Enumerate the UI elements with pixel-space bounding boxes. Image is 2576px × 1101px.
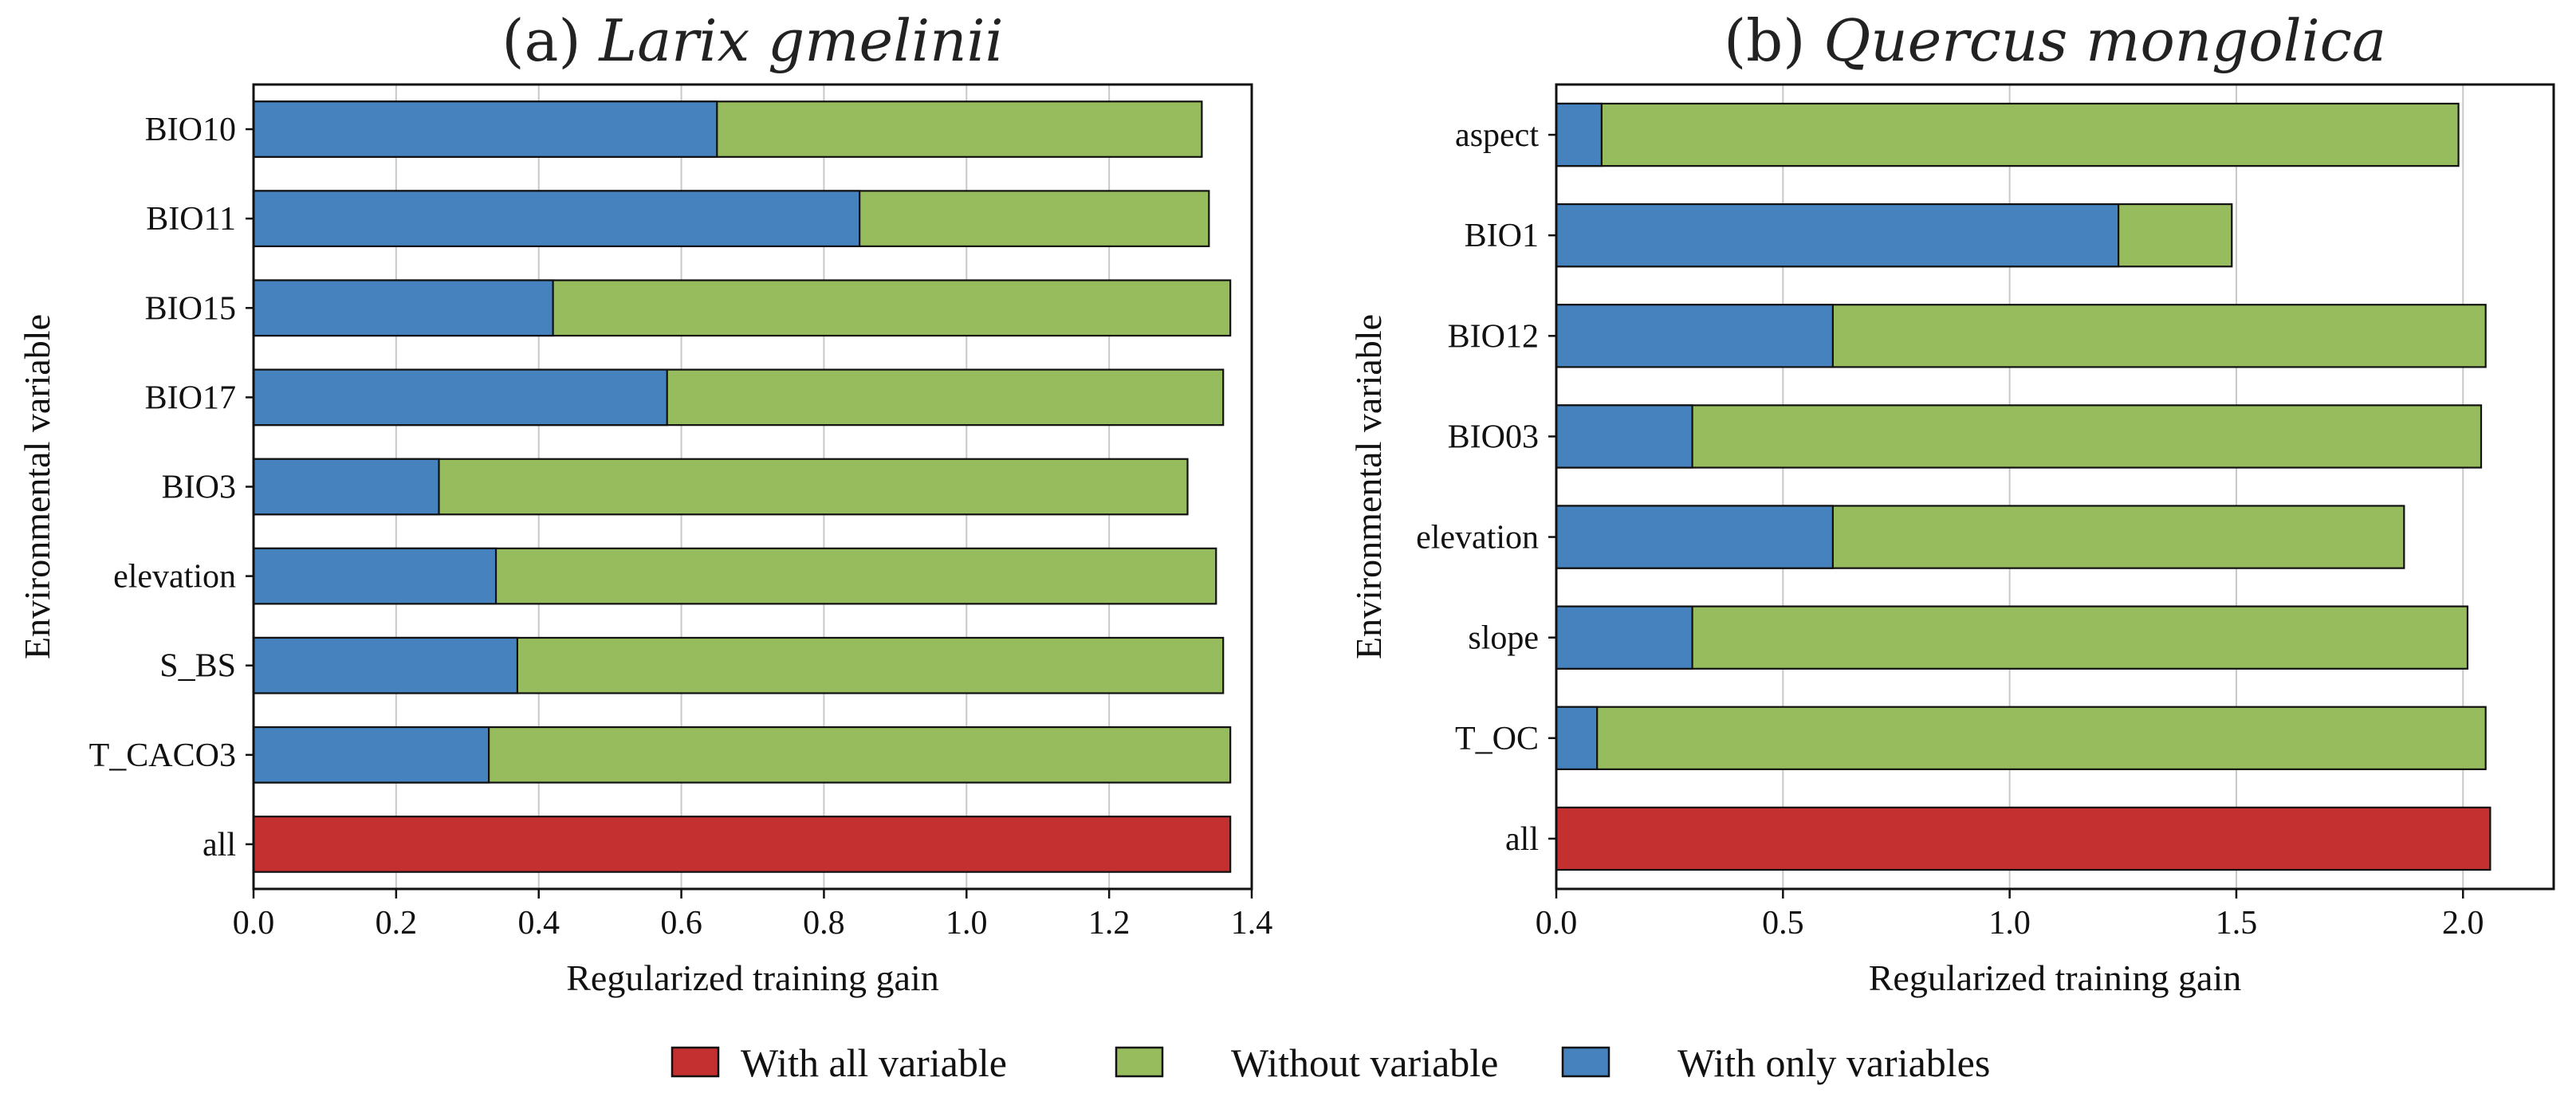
panel-b-ytick-label-aspect: aspect: [1455, 117, 1539, 154]
panel-a-y-tick-labels: BIO10 BIO11 BIO15 BIO17 BIO3 elevation S_BS T_C…: [89, 112, 254, 863]
panel-a-ytick-label-s-bs: S_BS: [159, 648, 236, 685]
panel-a-xtick-label-5: 1.0: [946, 905, 988, 942]
panel-b-xtick-label-1: 0.5: [1762, 905, 1804, 942]
panel-b-quercus-mongolica: (b) Quercus mongolica aspect BIO1 BIO12 BIO…: [1348, 7, 2555, 998]
panel-b-bar-only-slope: [1555, 605, 1693, 670]
panel-b-title: (b) Quercus mongolica: [1724, 7, 2386, 74]
panel-a-title-prefix: (a): [501, 7, 599, 74]
panel-b-ytick-label-slope: slope: [1468, 620, 1539, 657]
panel-a-ytick-label-bio11: BIO11: [146, 201, 236, 238]
panel-b-title-prefix: (b): [1724, 7, 1823, 74]
panel-a-xtick-label-6: 1.2: [1088, 905, 1131, 942]
panel-b-x-ticks: 0.0 0.5 1.0 1.5 2.0: [1536, 889, 2484, 942]
legend-label-with-all-variable: With all variable: [741, 1040, 1007, 1085]
panel-a-bar-only-bio15: [252, 279, 554, 337]
panel-a-bar-only-s-bs: [252, 636, 518, 694]
panel-b-ytick-label-t-oc: T_OC: [1455, 721, 1539, 757]
panel-b-y-tick-labels: aspect BIO1 BIO12 BIO03 elevation slope T_OCal…: [1416, 117, 1556, 858]
panel-b-bar-only-bio1: [1555, 203, 2120, 268]
panel-b-xtick-label-2: 1.0: [1988, 905, 2031, 942]
panel-a-ytick-label-t-caco3: T_CACO3: [89, 737, 236, 774]
panel-a-title: (a) Larix gmelinii: [501, 7, 1003, 74]
panel-a-y-axis-label: Environmental variable: [17, 314, 57, 659]
panel-a-ytick-label-bio10: BIO10: [145, 112, 236, 148]
panel-a-bar-only-bio17: [252, 368, 668, 427]
panel-a-bar-all-all: [252, 816, 1232, 873]
legend-swatch-without-variable: [1115, 1046, 1164, 1078]
panel-b-bar-only-elevation: [1555, 505, 1834, 569]
panel-b-ytick-label-all: all: [1505, 821, 1539, 858]
panel-a-larix-gmelinii: (a) Larix gmelinii BIO10BIO11BIO15BIO17B…: [17, 7, 1272, 998]
panel-b-bar-all-all: [1555, 806, 2491, 871]
panel-b-bar-only-bio12: [1555, 304, 1834, 368]
panel-b-title-species: Quercus mongolica: [1823, 7, 2386, 74]
panel-b-xtick-label-3: 1.5: [2216, 905, 2258, 942]
panel-b-xtick-label-0: 0.0: [1536, 905, 1578, 942]
panel-b-bars: [1555, 102, 2491, 871]
panel-a-ytick-label-elevation: elevation: [113, 559, 236, 596]
panel-a-ytick-label-bio15: BIO15: [145, 290, 236, 327]
panel-a-ytick-label-bio3: BIO3: [162, 470, 236, 506]
panel-b-bar-without-bio03: [1555, 404, 2483, 469]
panel-b-bar-without-slope: [1555, 605, 2469, 670]
panel-a-xtick-label-2: 0.4: [517, 905, 560, 942]
panel-b-bar-only-aspect: [1555, 102, 1603, 167]
panel-a-bar-only-bio11: [252, 190, 861, 248]
legend-swatch-with-all-variable: [671, 1046, 720, 1078]
panel-a-ytick-label-bio17: BIO17: [145, 379, 236, 416]
panel-a-xtick-label-3: 0.6: [660, 905, 702, 942]
panel-a-title-species: Larix gmelinii: [597, 7, 1003, 74]
panel-b-ytick-label-bio12: BIO12: [1448, 318, 1539, 355]
panel-a-x-axis-label: Regularized training gain: [566, 957, 939, 998]
panel-b-xtick-label-4: 2.0: [2442, 905, 2484, 942]
panel-b-plot-frame: [1555, 83, 2555, 891]
panel-a-ytick-label-all: all: [203, 827, 236, 863]
panel-b-ytick-label-elevation: elevation: [1416, 520, 1539, 556]
panel-b-bar-only-bio03: [1555, 404, 1693, 469]
panel-a-xtick-label-1: 0.2: [376, 905, 418, 942]
legend: With all variable Without variable With …: [671, 1040, 1990, 1085]
panel-b-x-axis-label: Regularized training gain: [1869, 957, 2242, 998]
panel-b-y-axis-label: Environmental variable: [1348, 314, 1389, 659]
panel-b-bar-without-t-oc: [1555, 706, 2487, 771]
panel-a-bar-only-elevation: [252, 547, 498, 605]
panel-b-bar-only-t-oc: [1555, 706, 1599, 771]
legend-swatch-with-only-variables: [1561, 1046, 1610, 1078]
panel-a-bar-only-bio10: [252, 100, 718, 158]
panel-b-bar-without-aspect: [1555, 102, 2460, 167]
panel-a-bar-only-bio3: [252, 458, 440, 516]
panel-b-ytick-label-bio1: BIO1: [1465, 218, 1539, 254]
legend-label-with-only-variables: With only variables: [1677, 1040, 1990, 1085]
panel-b-ytick-label-bio03: BIO03: [1448, 419, 1539, 455]
panel-a-bar-only-t-caco3: [252, 725, 490, 784]
panel-a-xtick-label-4: 0.8: [803, 905, 845, 942]
panel-a-xtick-label-7: 1.4: [1231, 905, 1273, 942]
panel-a-x-ticks: 0.0 0.2 0.4 0.6 0.8 1.0 1.2 1.4: [233, 889, 1273, 942]
panel-a-xtick-label-0: 0.0: [233, 905, 275, 942]
legend-label-without-variable: Without variable: [1231, 1040, 1498, 1085]
panel-a-bars: [252, 100, 1232, 873]
